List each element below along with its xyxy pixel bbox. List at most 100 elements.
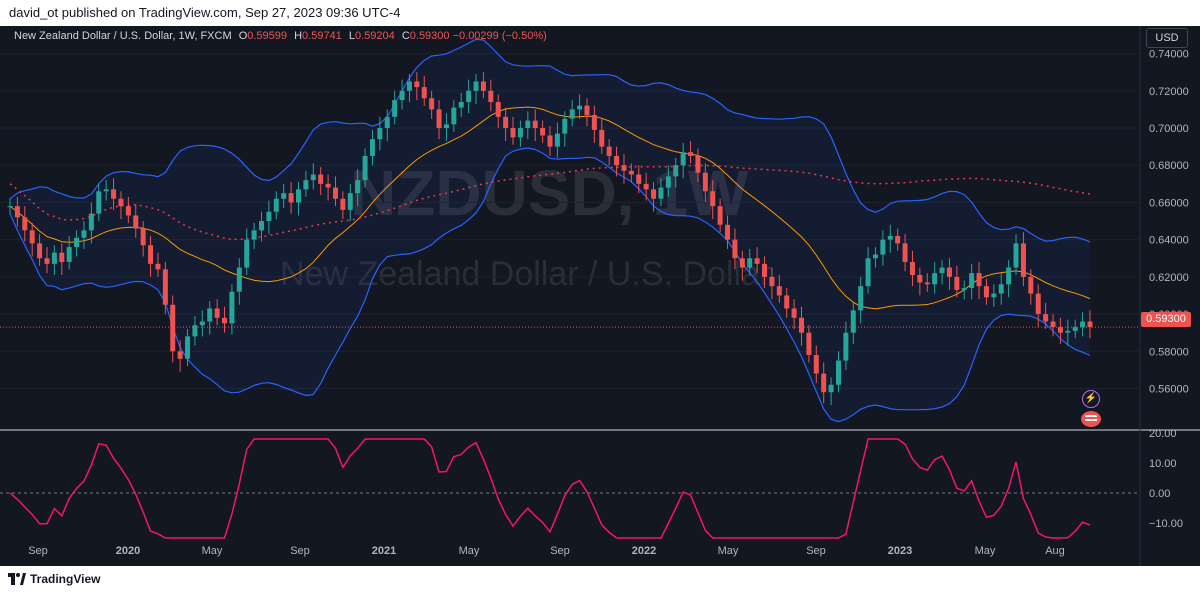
current-price-tag: 0.59300	[1141, 312, 1191, 327]
lightning-icon[interactable]: ⚡	[1082, 390, 1100, 408]
candle-body	[577, 105, 583, 110]
candle-body	[540, 128, 546, 136]
candle-body	[1006, 267, 1012, 285]
time-axis[interactable]: Sep 2020 May Sep 2021 May Sep 2022 May Sep 2023 May…	[28, 545, 1065, 557]
candle-body	[1013, 243, 1019, 268]
price-tick-label: 0.58000	[1149, 346, 1189, 358]
candle-body	[1028, 276, 1034, 294]
time-tick-label: Sep	[28, 545, 48, 557]
candle-body	[185, 336, 191, 359]
candles[interactable]	[7, 72, 1093, 406]
candle-body	[51, 252, 57, 264]
candle-body	[880, 239, 886, 255]
candle-body	[1050, 321, 1056, 328]
price-tick-label: 0.66000	[1149, 197, 1189, 209]
candle-body	[983, 286, 989, 298]
candle-body	[969, 273, 975, 289]
candle-body	[954, 276, 960, 290]
band-fill	[10, 39, 1090, 422]
candle-body	[480, 81, 486, 91]
candle-body	[946, 267, 952, 277]
candle-body	[673, 165, 679, 177]
candle-body	[747, 258, 753, 268]
candle-body	[362, 155, 368, 181]
candle-body	[599, 129, 605, 147]
price-tick-label: 0.56000	[1149, 383, 1189, 395]
candle-body	[1072, 327, 1078, 331]
price-tick-label: 0.74000	[1149, 49, 1189, 61]
candle-body	[510, 128, 516, 138]
candle-body	[525, 120, 531, 129]
oscillator-axis[interactable]: 20.00 10.00 0.00 −10.00	[1149, 428, 1183, 530]
candle-body	[695, 155, 701, 173]
price-tick-label: 0.64000	[1149, 235, 1189, 247]
candle-body	[421, 87, 427, 99]
osc-tick-label: 0.00	[1149, 488, 1170, 500]
candle-body	[170, 304, 176, 352]
candle-body	[466, 90, 472, 102]
candle-body	[251, 230, 257, 240]
candle-body	[769, 276, 775, 287]
candle-body	[547, 135, 553, 147]
candle-body	[155, 263, 161, 270]
tradingview-logo[interactable]: TradingView	[8, 572, 100, 586]
candle-body	[762, 263, 768, 277]
candle-body	[236, 267, 242, 292]
candle-body	[643, 183, 649, 190]
candle-body	[813, 355, 819, 374]
candle-body	[569, 109, 575, 119]
candle-body	[81, 230, 87, 238]
candle-body	[651, 189, 657, 199]
time-tick-label: 2023	[888, 545, 912, 557]
candle-body	[554, 133, 560, 147]
candle-body	[517, 128, 523, 138]
candle-body	[37, 243, 43, 259]
candle-body	[318, 174, 324, 184]
candle-body	[621, 165, 627, 171]
candle-body	[1057, 327, 1063, 333]
us-flag-icon[interactable]	[1081, 411, 1101, 427]
time-tick-label: 2021	[372, 545, 396, 557]
candle-body	[295, 189, 301, 203]
candle-body	[133, 215, 139, 229]
candle-body	[532, 120, 538, 129]
candle-body	[310, 174, 316, 181]
candle-body	[495, 101, 501, 117]
candle-body	[739, 258, 745, 268]
price-axis[interactable]: 0.74000 0.72000 0.70000 0.68000 0.66000 0.640…	[1149, 49, 1189, 396]
osc-tick-label: −10.00	[1149, 518, 1183, 530]
publisher-bar: david_ot published on TradingView.com, S…	[0, 0, 1200, 26]
currency-button[interactable]: USD	[1146, 28, 1188, 48]
time-tick-label: 2020	[116, 545, 140, 557]
candle-body	[22, 217, 28, 231]
ohlc-legend: New Zealand Dollar / U.S. Dollar, 1W, FX…	[14, 30, 547, 42]
candle-body	[902, 243, 908, 262]
bollinger-bands	[0, 38, 1140, 423]
osc-tick-label: 10.00	[1149, 458, 1177, 470]
candle-body	[125, 206, 131, 216]
time-tick-label: Sep	[550, 545, 570, 557]
candle-body	[473, 81, 479, 91]
candle-body	[222, 317, 228, 324]
candle-body	[458, 101, 464, 108]
candle-body	[665, 176, 671, 188]
candle-body	[244, 239, 250, 268]
candle-body	[443, 124, 449, 129]
change-value: −0.00299 (−0.50%)	[452, 30, 547, 42]
candle-body	[1080, 321, 1086, 328]
price-tick-label: 0.62000	[1149, 272, 1189, 284]
candle-body	[436, 109, 442, 129]
candle-body	[725, 224, 731, 240]
candle-body	[399, 90, 405, 101]
candle-body	[828, 384, 834, 393]
candle-body	[14, 206, 20, 218]
candle-body	[199, 321, 205, 326]
candle-body	[614, 155, 620, 166]
candle-body	[591, 115, 597, 130]
lower-band-line	[9, 147, 1091, 423]
candle-body	[214, 308, 220, 318]
chart-svg[interactable]: NZDUSD, 1W New Zealand Dollar / U.S. Dol…	[0, 0, 1200, 566]
time-tick-label: Sep	[290, 545, 310, 557]
candle-body	[850, 310, 856, 333]
candle-body	[74, 237, 80, 248]
